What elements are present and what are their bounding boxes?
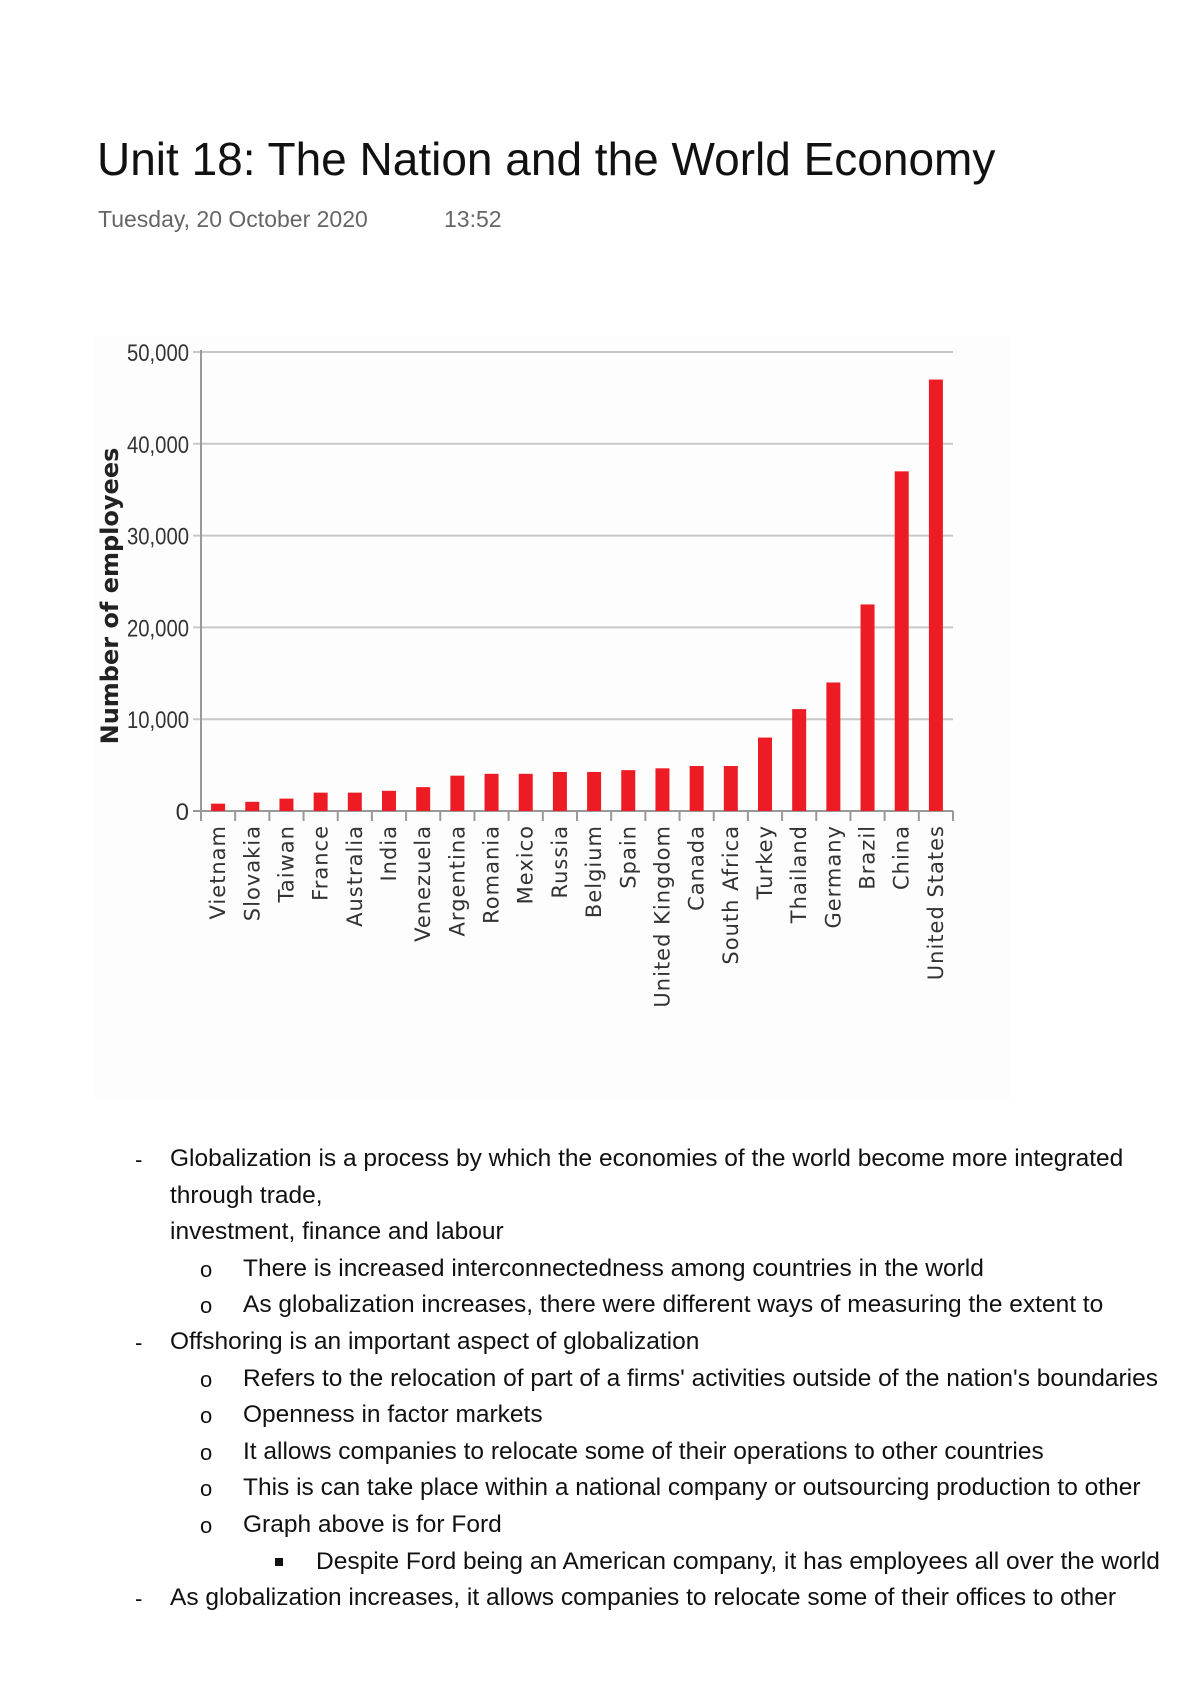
note-item: o There is increased interconnectedness a… <box>0 1251 1200 1288</box>
x-tick-label: Thailand <box>787 825 811 924</box>
bar-spain <box>621 770 636 811</box>
note-item: - As globalization increases, it allows c… <box>0 1580 1200 1617</box>
circle-bullet-icon: o <box>200 1439 213 1465</box>
x-tick-label: France <box>309 825 333 901</box>
note-item: investment, finance and labour <box>0 1214 1200 1251</box>
bar-slovakia <box>245 801 260 811</box>
x-tick-label: United States <box>924 825 948 980</box>
x-tick-label: Venezuela <box>411 825 435 942</box>
bar-romania <box>484 773 499 811</box>
notes-list: - Globalization is a process by which the… <box>0 1141 1200 1617</box>
dash-bullet-icon: - <box>135 1147 143 1172</box>
bar-argentina <box>450 775 465 811</box>
y-tick-label: 20,000 <box>127 615 189 642</box>
bar-turkey <box>758 737 772 811</box>
chart-background <box>95 336 1010 1100</box>
note-line: There is increased interconnectedness am… <box>243 1254 984 1282</box>
note-item: o Refers to the relocation of part of a f… <box>0 1361 1200 1398</box>
x-tick-label: China <box>890 825 914 890</box>
bar-russia <box>552 771 567 811</box>
x-tick-label: Taiwan <box>274 825 298 903</box>
x-tick-label: Russia <box>548 825 572 899</box>
x-tick-label: Mexico <box>514 825 538 904</box>
page-time: 13:52 <box>444 206 502 232</box>
circle-bullet-icon: o <box>200 1366 213 1392</box>
employees-bar-chart: 0 10,000 20,000 30,000 40,000 50,000 Vietnam S… <box>95 336 1010 1100</box>
y-axis-title: Number of employees <box>96 448 124 745</box>
dash-bullet-icon: - <box>135 1329 143 1355</box>
dash-bullet-icon: - <box>135 1586 143 1612</box>
note-item: - Globalization is a process by which the… <box>0 1141 1200 1214</box>
y-tick-label: 0 <box>176 799 189 826</box>
x-tick-label: Canada <box>685 825 709 911</box>
note-item: o Graph above is for Ford <box>0 1507 1200 1544</box>
x-tick-label: Turkey <box>753 825 777 900</box>
bar-australia <box>347 792 362 811</box>
x-tick-label: Argentina <box>445 825 469 936</box>
note-line: It allows companies to relocate some of … <box>243 1437 1044 1465</box>
circle-bullet-icon: o <box>200 1476 213 1502</box>
note-item: o It allows companies to relocate some of… <box>0 1434 1200 1471</box>
bar-taiwan <box>279 798 294 811</box>
x-tick-label: Spain <box>616 825 640 889</box>
bar-france <box>313 792 328 811</box>
note-line: As globalization increases, it allows co… <box>170 1584 1117 1612</box>
bar-brazil <box>860 604 875 811</box>
note-line: Graph above is for Ford <box>243 1510 502 1538</box>
note-line: This is can take place within a national… <box>243 1474 1141 1502</box>
note-line: Openness in factor markets <box>243 1401 543 1429</box>
note-item: o As globalization increases, there were … <box>0 1287 1200 1324</box>
x-tick-label: Slovakia <box>240 825 264 921</box>
x-tick-label: United Kingdom <box>650 825 674 1008</box>
y-tick-label: 50,000 <box>127 340 189 367</box>
bar-south-africa <box>723 766 738 811</box>
bar-india <box>382 790 396 811</box>
y-tick-label: 30,000 <box>127 524 189 551</box>
bar-venezuela <box>416 787 431 811</box>
x-tick-label: Belgium <box>582 825 606 918</box>
bar-china <box>894 471 909 811</box>
note-item: Despite Ford being an American company, … <box>0 1544 1200 1581</box>
note-item: o Openness in factor markets <box>0 1397 1200 1434</box>
x-tick-label: India <box>377 825 401 882</box>
note-item: o This is can take place within a nationa… <box>0 1470 1200 1507</box>
x-tick-label: South Africa <box>719 825 743 965</box>
x-tick-label: Brazil <box>856 825 880 890</box>
bar-united-kingdom <box>655 768 670 811</box>
note-line: investment, finance and labour <box>170 1218 504 1246</box>
x-tick-label: Vietnam <box>206 825 230 920</box>
bar-belgium <box>587 771 602 811</box>
circle-bullet-icon: o <box>200 1256 213 1282</box>
note-line: Globalization is a process by which the … <box>170 1145 1124 1209</box>
note-item: - Offshoring is an important aspect of gl… <box>0 1324 1200 1361</box>
square-bullet-icon <box>275 1557 283 1566</box>
circle-bullet-icon: o <box>200 1293 213 1319</box>
bar-vietnam <box>211 803 226 811</box>
note-line: As globalization increases, there were d… <box>243 1291 1104 1319</box>
page-title: Unit 18: The Nation and the World Econom… <box>97 133 996 185</box>
note-line: Despite Ford being an American company, … <box>316 1547 1160 1575</box>
x-tick-label: Australia <box>343 825 367 927</box>
circle-bullet-icon: o <box>200 1512 213 1538</box>
note-line: Offshoring is an important aspect of glo… <box>170 1327 700 1355</box>
bar-mexico <box>518 773 533 811</box>
bar-thailand <box>792 709 807 811</box>
bar-united-states <box>928 379 943 811</box>
circle-bullet-icon: o <box>200 1403 213 1429</box>
y-tick-label: 40,000 <box>127 432 189 459</box>
bar-canada <box>689 766 704 811</box>
page-date: Tuesday, 20 October 2020 <box>98 206 368 232</box>
x-tick-label: Germany <box>821 825 845 929</box>
bar-germany <box>826 682 841 811</box>
y-tick-label: 10,000 <box>127 707 189 734</box>
note-line: Refers to the relocation of part of a fi… <box>243 1364 1158 1392</box>
x-tick-label: Romania <box>480 825 504 924</box>
